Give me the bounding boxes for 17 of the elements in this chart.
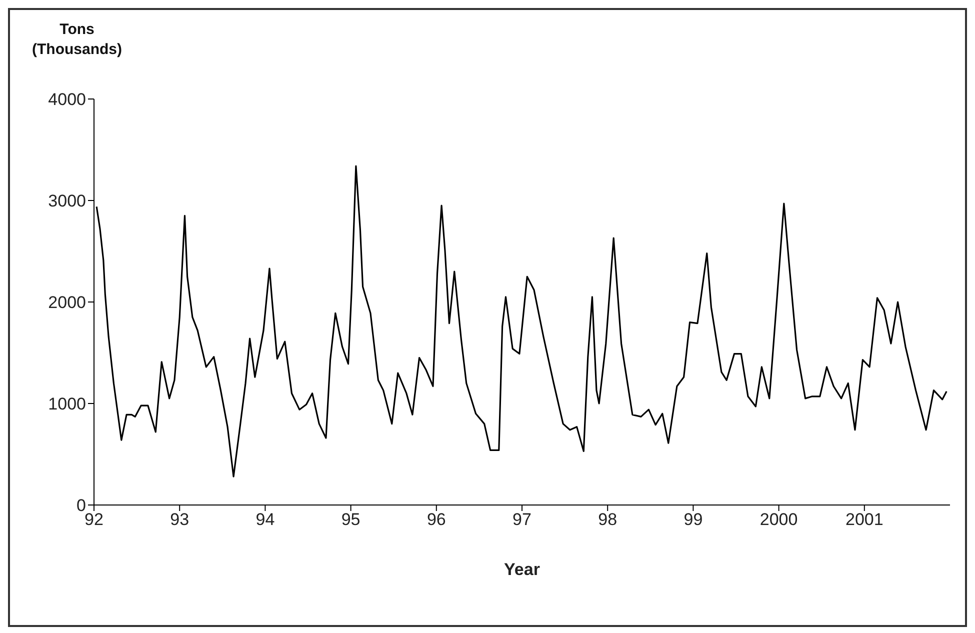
- x-tick-label: 94: [256, 510, 275, 530]
- y-tick-label: 1000: [48, 394, 86, 414]
- x-tick-label: 99: [684, 510, 703, 530]
- x-tick-label: 95: [341, 510, 360, 530]
- x-tick-label: 96: [426, 510, 446, 530]
- y-tick-label: 2000: [48, 293, 86, 312]
- x-tick-label: 92: [84, 510, 104, 530]
- x-axis-title: Year: [504, 560, 540, 580]
- x-tick-label: 2000: [760, 510, 798, 530]
- y-tick-label: 4000: [48, 90, 86, 110]
- x-tick-label: 97: [512, 510, 532, 530]
- x-tick-label: 2001: [845, 510, 884, 530]
- x-tick-label: 93: [170, 510, 190, 530]
- y-axis-title: Tons (Thousands): [32, 20, 122, 60]
- y-tick-label: 3000: [48, 192, 86, 211]
- y-tick-label: 0: [76, 496, 86, 516]
- x-tick-label: 98: [598, 510, 618, 530]
